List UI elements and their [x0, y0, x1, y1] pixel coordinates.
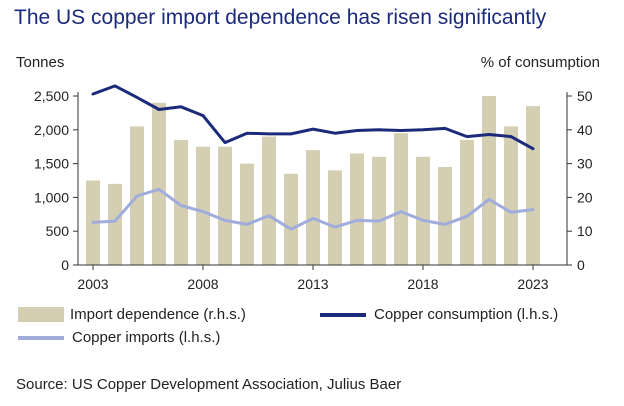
left-tick-label: 0	[61, 257, 69, 273]
left-tick-label: 2,500	[34, 88, 69, 104]
bar-import-dependence	[196, 146, 210, 265]
bar-import-dependence	[218, 146, 232, 265]
left-axis-unit: Tonnes	[16, 54, 65, 71]
legend-swatch-copper-imports	[18, 335, 64, 340]
x-tick-label: 2018	[407, 276, 438, 292]
right-tick-label: 50	[577, 88, 593, 104]
bar-import-dependence	[328, 170, 342, 265]
left-tick-label: 1,000	[34, 189, 69, 205]
line-copper-consumption	[91, 84, 535, 151]
legend-item-copper-imports: Copper imports (l.h.s.)	[18, 329, 220, 346]
chart-title: The US copper import dependence has rise…	[14, 6, 547, 29]
right-axis-unit: % of consumption	[480, 54, 600, 71]
left-tick-label: 1,500	[34, 156, 69, 172]
bar-import-dependence	[526, 106, 540, 265]
legend-label-import-dependence: Import dependence (r.h.s.)	[70, 306, 246, 323]
x-tick-label: 2003	[77, 276, 108, 292]
left-tick-label: 500	[46, 223, 70, 239]
source-note: Source: US Copper Development Associatio…	[16, 376, 402, 393]
right-tick-label: 20	[577, 189, 593, 205]
x-tick-label: 2008	[187, 276, 218, 292]
bar-import-dependence	[460, 139, 474, 265]
bar-import-dependence	[416, 156, 430, 265]
bar-import-dependence	[306, 150, 320, 265]
x-tick-label: 2023	[517, 276, 548, 292]
bar-import-dependence	[174, 139, 188, 265]
right-tick-label: 30	[577, 156, 593, 172]
legend-item-copper-consumption: Copper consumption (l.h.s.)	[320, 306, 558, 323]
bar-import-dependence	[482, 96, 496, 265]
right-tick-label: 0	[577, 257, 585, 273]
right-tick-label: 40	[577, 122, 593, 138]
legend-swatch-import-dependence	[18, 307, 64, 322]
bar-import-dependence	[262, 136, 276, 265]
bar-import-dependence	[108, 183, 122, 265]
chart-plot: 0 500 1,000 1,500 2,000 2,500 0 10 20 30 40 50 2003 2…	[34, 84, 593, 292]
x-tick-label: 2013	[297, 276, 328, 292]
line-copper-imports	[91, 187, 535, 231]
bar-import-dependence	[240, 163, 254, 265]
legend-swatch-copper-consumption	[320, 312, 366, 317]
legend-label-copper-imports: Copper imports (l.h.s.)	[72, 329, 221, 346]
left-tick-label: 2,000	[34, 122, 69, 138]
legend-label-copper-consumption: Copper consumption (l.h.s.)	[374, 306, 559, 323]
bar-import-dependence	[372, 156, 386, 265]
bar-import-dependence	[438, 166, 452, 265]
legend-item-import-dependence: Import dependence (r.h.s.)	[18, 306, 246, 323]
bar-import-dependence	[284, 173, 298, 265]
right-tick-label: 10	[577, 223, 593, 239]
bar-import-dependence	[152, 102, 166, 265]
bar-import-dependence	[350, 153, 364, 265]
bar-import-dependence	[394, 133, 408, 265]
bar-import-dependence	[504, 126, 518, 265]
